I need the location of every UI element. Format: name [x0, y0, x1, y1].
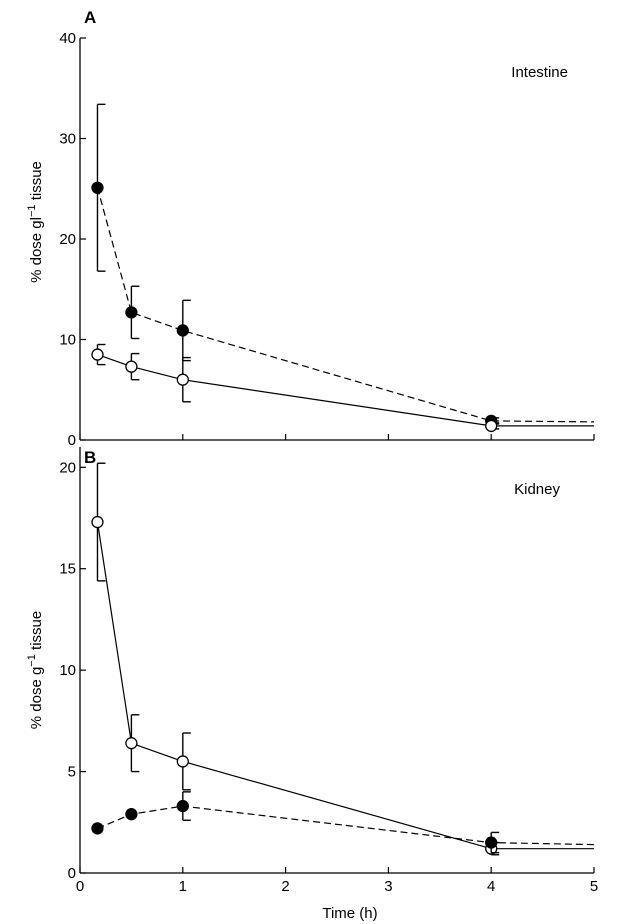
y-tick-label: 20 — [59, 459, 76, 476]
x-tick-label: 2 — [281, 878, 289, 895]
panel-letter: B — [84, 448, 96, 467]
data-marks — [91, 103, 595, 433]
panel-b-kidney: B Kidney % dose g−1 tissue Time (h) 0510… — [26, 447, 598, 922]
series-line-filled — [97, 805, 595, 846]
data-point-filled — [125, 808, 138, 821]
series-line-open — [96, 522, 594, 850]
y-tick-label: 40 — [59, 30, 76, 47]
panel-letter: A — [84, 8, 96, 27]
y-tick-label: 0 — [68, 865, 76, 882]
y-tick-label: 15 — [59, 561, 76, 578]
x-tick-label: 5 — [590, 878, 598, 895]
panel-annotation: Kidney — [514, 481, 560, 498]
data-point-open — [125, 737, 138, 750]
data-point-open — [125, 360, 138, 373]
data-point-filled — [485, 836, 498, 849]
data-marks — [91, 462, 595, 856]
axes: 0 5 10 15 20 0 1 2 3 4 5 — [59, 447, 598, 895]
data-point-open — [91, 515, 104, 529]
data-point-open — [176, 755, 189, 768]
data-point-filled — [176, 799, 189, 813]
data-point-open — [485, 419, 498, 433]
data-point-filled — [125, 306, 138, 319]
y-tick-label: 0 — [68, 432, 76, 449]
y-tick-label: 10 — [59, 662, 76, 679]
data-point-open — [176, 373, 189, 386]
y-axis-label: % dose g−1 tissue — [26, 611, 45, 729]
x-tick-label: 1 — [179, 878, 187, 895]
y-tick-label: 30 — [59, 131, 76, 148]
x-tick-label: 0 — [76, 878, 84, 895]
panel-a-intestine: A Intestine % dose gl−1 tissue 0 10 20 30 40 — [26, 8, 595, 449]
data-point-filled — [91, 822, 104, 835]
y-tick-label: 10 — [59, 332, 76, 349]
data-point-filled — [91, 181, 104, 194]
y-tick-label: 20 — [59, 231, 76, 248]
x-axis-label: Time (h) — [322, 905, 377, 922]
data-point-open — [91, 348, 104, 361]
data-point-filled — [176, 324, 189, 337]
series-line-open — [97, 354, 594, 427]
y-axis-label: % dose gl−1 tissue — [26, 161, 45, 283]
series-line-filled — [96, 187, 595, 423]
x-tick-label: 3 — [384, 878, 392, 895]
axes: 0 10 20 30 40 — [59, 30, 595, 449]
x-tick-label: 4 — [487, 878, 495, 895]
panel-annotation: Intestine — [511, 64, 568, 81]
y-tick-label: 5 — [68, 764, 76, 781]
